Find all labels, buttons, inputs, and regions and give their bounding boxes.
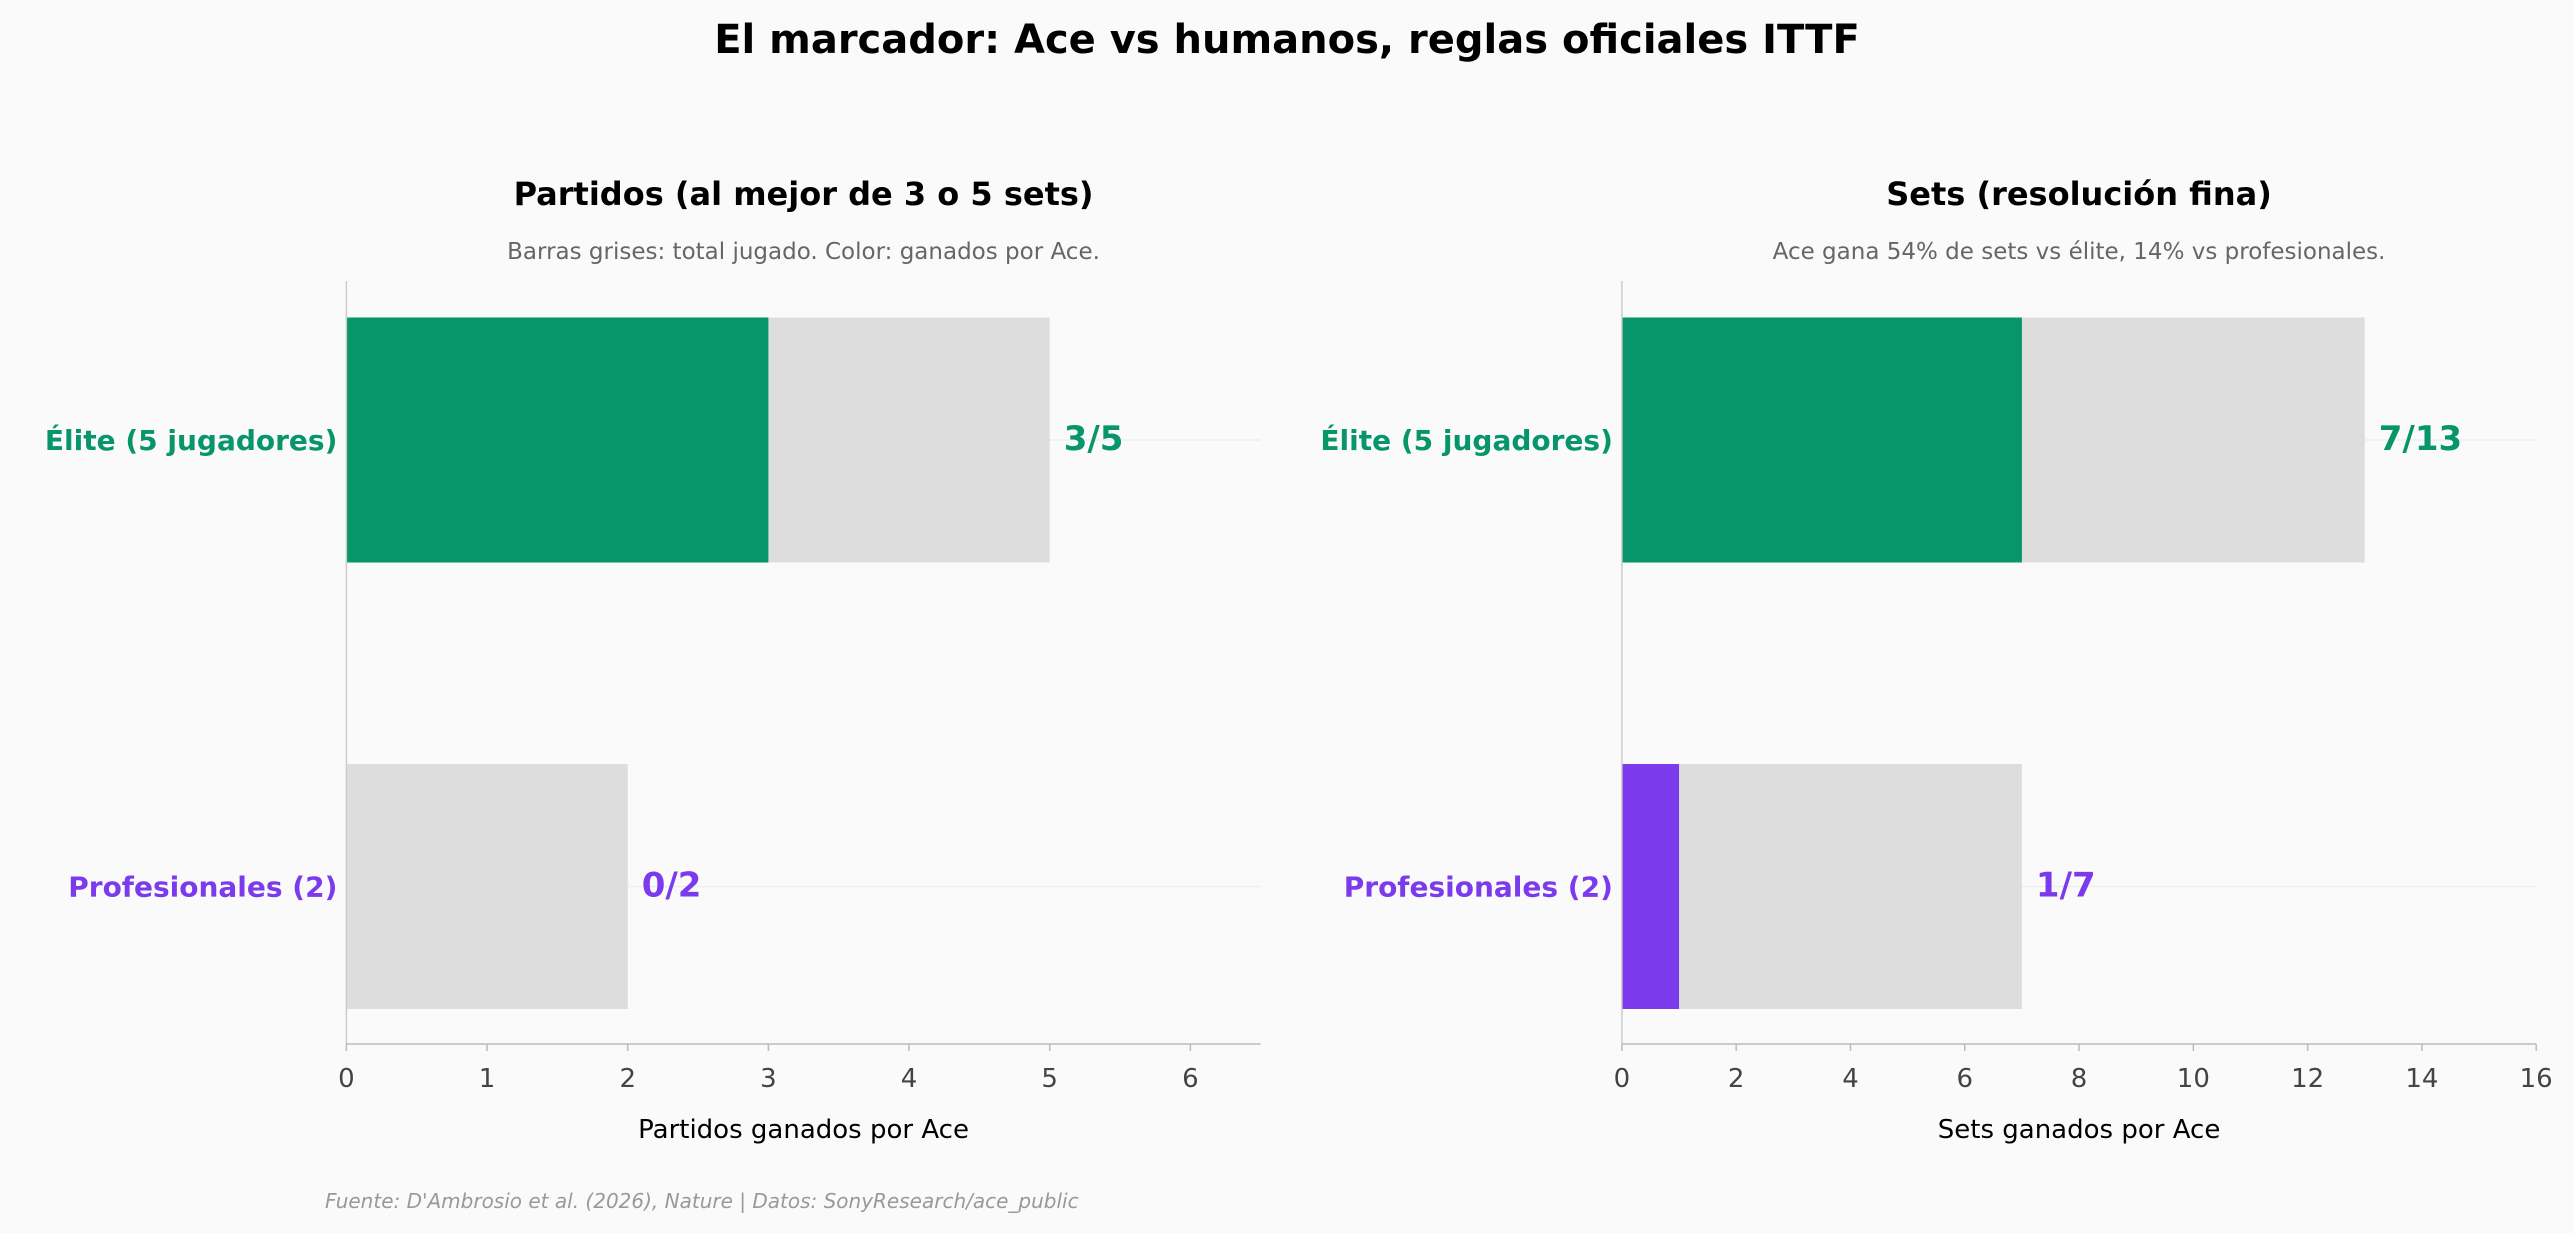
- data-label: 1/7: [2036, 866, 2096, 906]
- x-axis-label: Sets ganados por Ace: [1938, 1115, 2221, 1145]
- sets-panel: Sets (resolución fina) Ace gana 54% de se…: [1320, 175, 2552, 1145]
- x-tick-label: 4: [901, 1064, 918, 1094]
- x-tick-label: 4: [1842, 1064, 1859, 1094]
- x-tick-label: 2: [1728, 1064, 1745, 1094]
- x-tick-label: 6: [1182, 1064, 1199, 1094]
- data-label: 7/13: [2379, 419, 2462, 459]
- panel-subtitle: Ace gana 54% de sets vs élite, 14% vs pr…: [1773, 239, 2386, 265]
- category-label: Profesionales (2): [68, 871, 337, 904]
- x-tick-label: 0: [338, 1064, 355, 1094]
- x-tick-label: 10: [2177, 1064, 2210, 1094]
- x-tick-label: 14: [2405, 1064, 2438, 1094]
- panel-title: Partidos (al mejor de 3 o 5 sets): [514, 175, 1094, 213]
- x-tick-label: 16: [2520, 1064, 2553, 1094]
- x-tick-label: 12: [2291, 1064, 2324, 1094]
- data-label: 0/2: [642, 866, 702, 906]
- x-tick-label: 6: [1956, 1064, 1973, 1094]
- figure-title: El marcador: Ace vs humanos, reglas ofic…: [714, 17, 1860, 63]
- bar-total: [346, 764, 628, 1009]
- category-label: Élite (5 jugadores): [1320, 423, 1612, 457]
- x-tick-label: 1: [479, 1064, 496, 1094]
- footer-source: Fuente: D'Ambrosio et al. (2026), Nature…: [325, 1189, 1079, 1213]
- bar-won: [346, 317, 769, 563]
- panel-title: Sets (resolución fina): [1886, 175, 2272, 213]
- x-tick-label: 8: [2071, 1064, 2088, 1094]
- category-label: Profesionales (2): [1344, 871, 1613, 904]
- x-tick-label: 0: [1614, 1064, 1631, 1094]
- panel-subtitle: Barras grises: total jugado. Color: gana…: [507, 239, 1100, 265]
- bar-total: [1621, 764, 2022, 1009]
- x-tick-label: 3: [760, 1064, 777, 1094]
- data-label: 3/5: [1064, 419, 1124, 459]
- x-axis-label: Partidos ganados por Ace: [638, 1115, 969, 1145]
- matches-panel: Partidos (al mejor de 3 o 5 sets) Barras …: [45, 175, 1261, 1145]
- category-label: Élite (5 jugadores): [45, 423, 337, 457]
- x-tick-label: 2: [619, 1064, 636, 1094]
- bar-won: [1621, 764, 1680, 1009]
- x-tick-label: 5: [1041, 1064, 1058, 1094]
- bar-won: [1621, 317, 2022, 563]
